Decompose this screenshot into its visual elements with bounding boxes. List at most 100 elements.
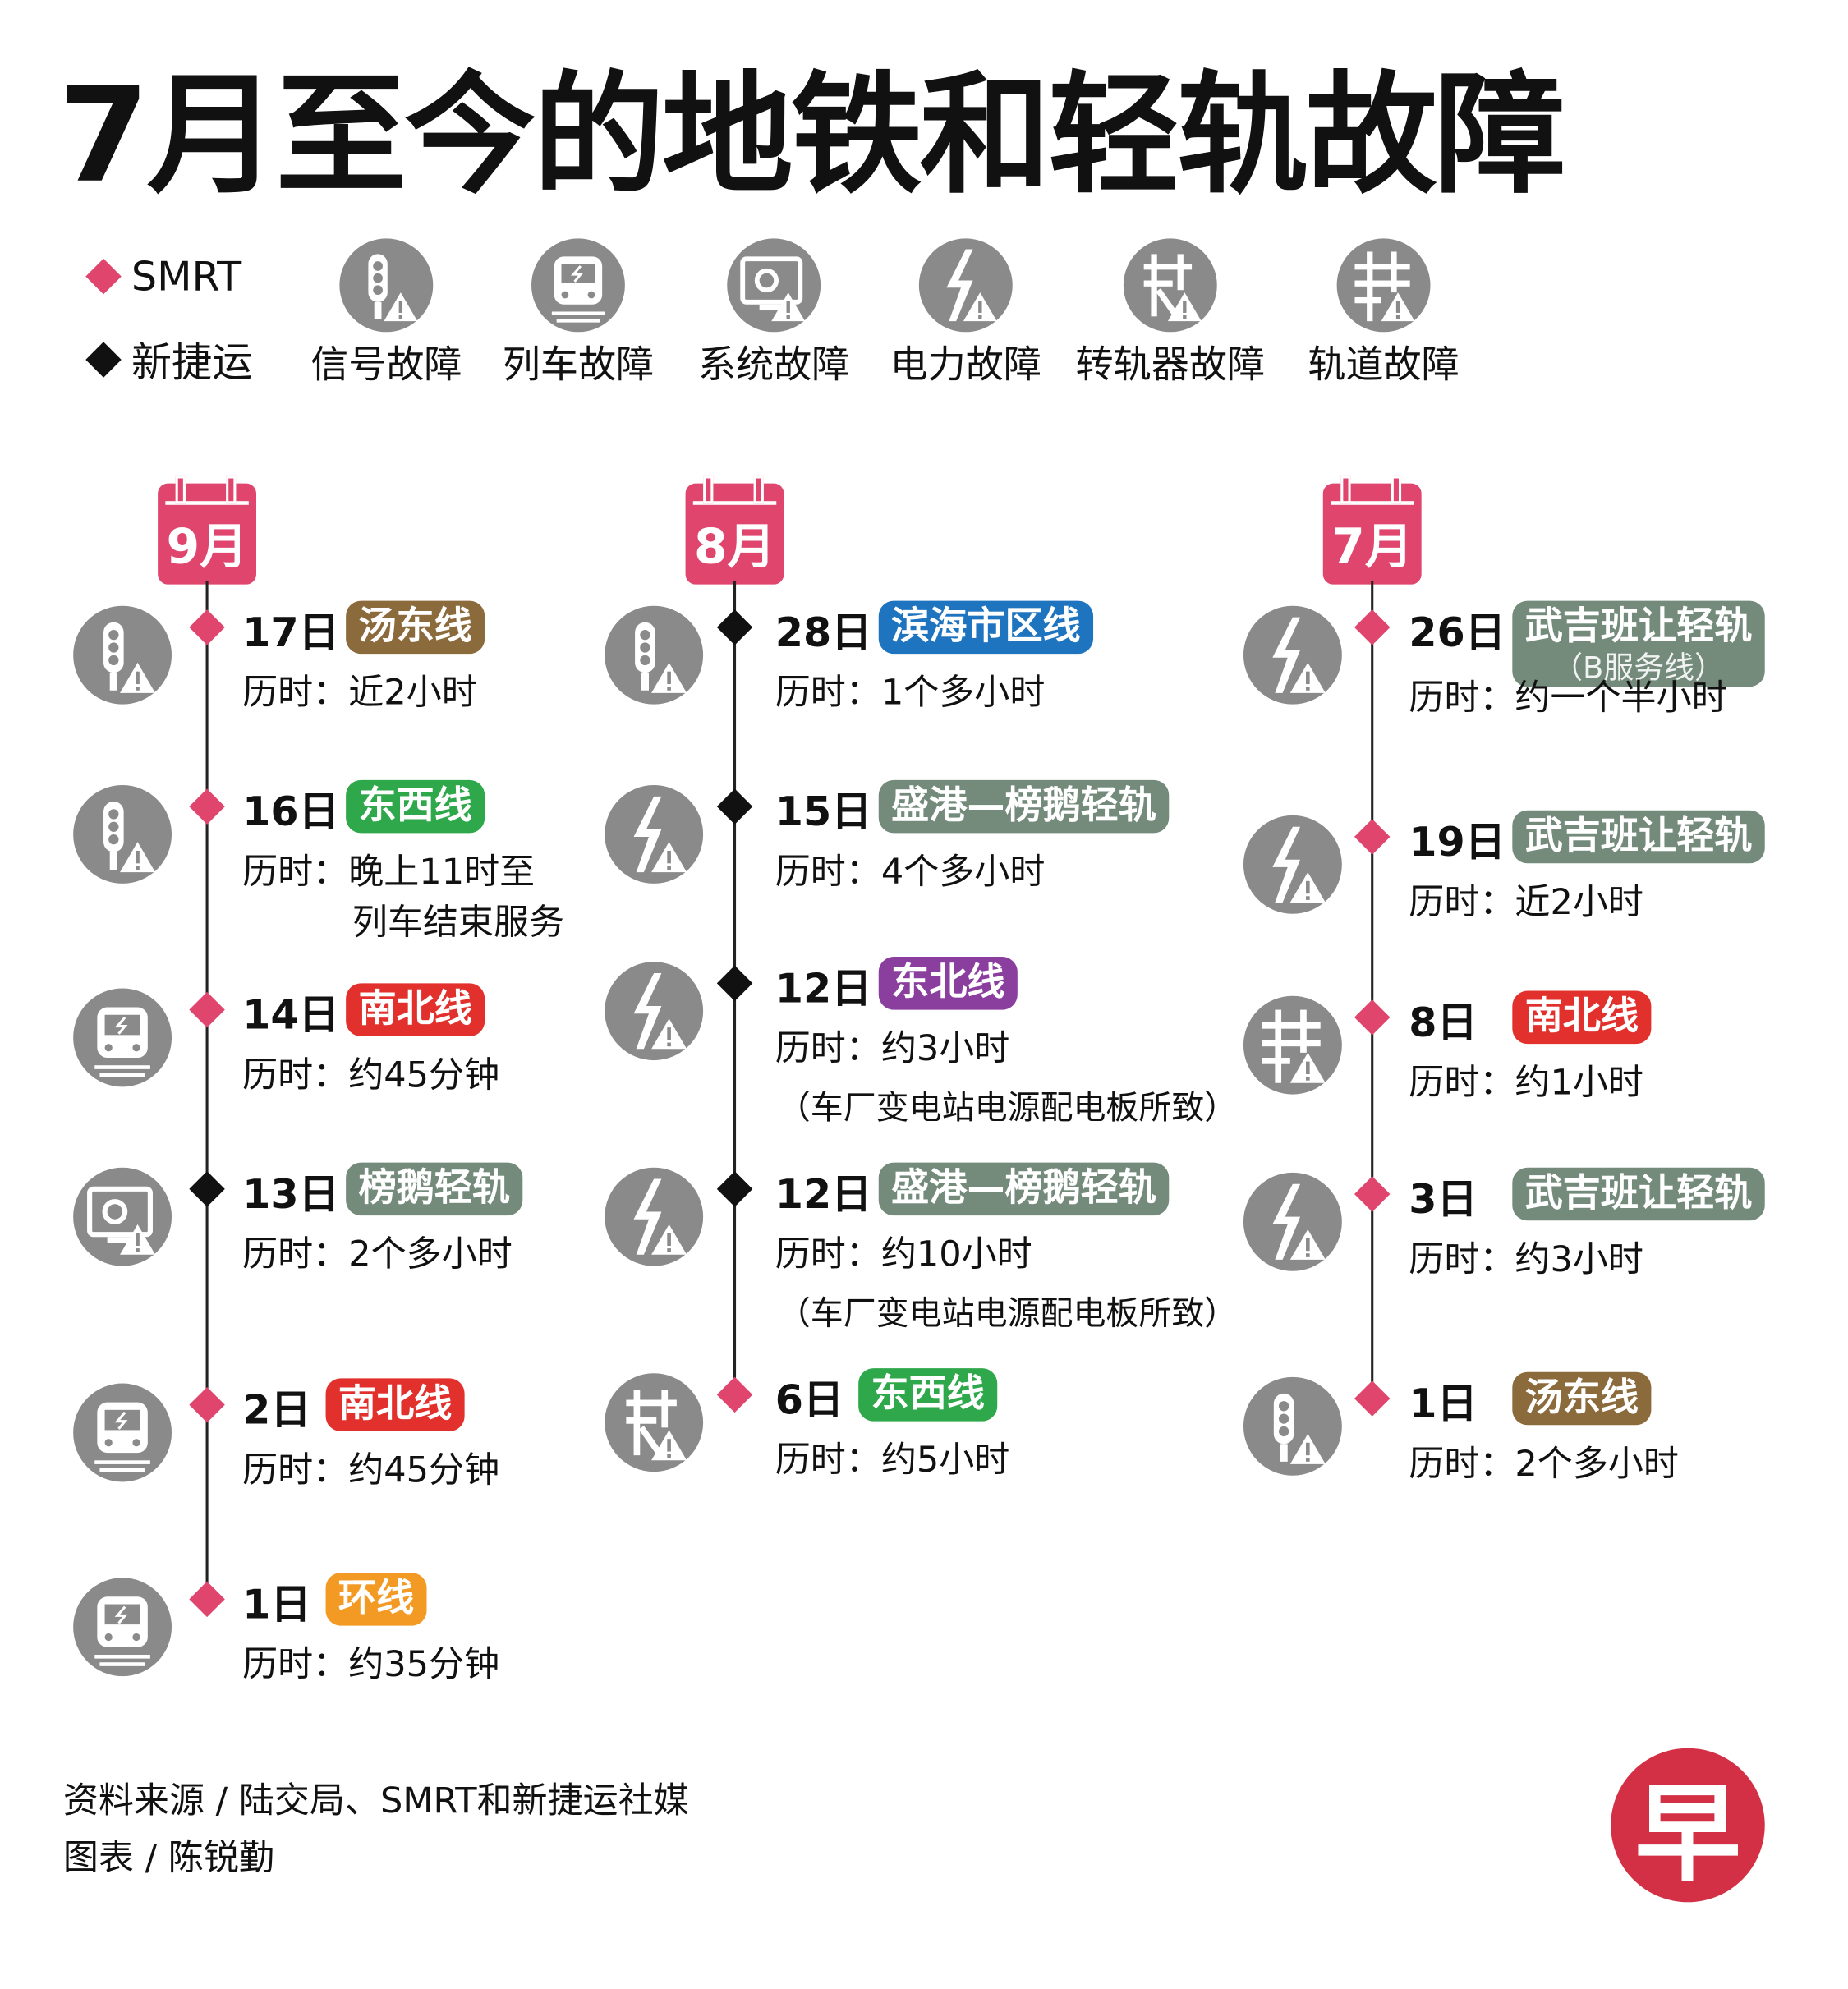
line-badge: 南北线 — [325, 1378, 465, 1431]
track-fault-icon — [1242, 994, 1343, 1100]
duration: 历时：约45分钟 — [242, 1050, 499, 1100]
duration-prefix: 历时： — [775, 1439, 881, 1481]
duration: 历时：晚上11时至 — [242, 847, 535, 897]
duration-prefix: 历时： — [1409, 1238, 1515, 1280]
duration-value: 约5小时 — [880, 1439, 1010, 1481]
operator-marker — [189, 609, 225, 645]
graphic-credit: 图表 / 陈锐勤 — [62, 1836, 274, 1879]
power-fault-icon — [604, 783, 705, 889]
incident-day: 3日 — [1409, 1174, 1478, 1224]
duration-value: 约3小时 — [1515, 1238, 1643, 1280]
power-fault-icon — [604, 961, 705, 1067]
line-badge: 盛港—榜鹅轻轨 — [878, 1162, 1170, 1216]
legend-sbs: 新捷运 — [85, 331, 252, 389]
operator-marker — [716, 609, 753, 645]
duration: 历时：2个多小时 — [1409, 1439, 1679, 1489]
legend-train-label: 列车故障 — [502, 343, 655, 388]
operator-marker — [189, 1171, 225, 1207]
power-fault-icon — [1242, 814, 1343, 920]
duration-prefix: 历时： — [1409, 880, 1515, 923]
calendar-1: 8月 — [685, 475, 784, 585]
duration: 历时：4个多小时 — [775, 847, 1046, 897]
line-badge: 南北线 — [1512, 990, 1652, 1045]
page-title: 7月至今的地铁和轻轨故障 — [57, 57, 1566, 213]
incident-day: 14日 — [242, 990, 339, 1039]
duration-prefix: 历时： — [242, 671, 349, 714]
duration-prefix: 历时： — [775, 671, 881, 714]
line-name: 武吉班让轻轨 — [1524, 604, 1753, 650]
line-name: 武吉班让轻轨 — [1524, 1171, 1753, 1216]
line-badge: 滨海市区线 — [878, 600, 1094, 655]
train-fault-icon — [72, 1382, 173, 1488]
calendar-2: 7月 — [1322, 475, 1422, 585]
month-label: 7月 — [1331, 518, 1414, 575]
line-badge: 南北线 — [346, 983, 485, 1036]
legend-train-icon — [531, 237, 627, 338]
duration-value: 约45分钟 — [348, 1449, 500, 1491]
duration: 历时：约1小时 — [1409, 1058, 1643, 1108]
legend-signal-label: 信号故障 — [310, 343, 462, 388]
duration-value: 约10小时 — [880, 1233, 1032, 1275]
source-credit: 资料来源 / 陆交局、SMRT和新捷运社媒 — [62, 1780, 689, 1821]
line-badge: 武吉班让轻轨 （B服务线） — [1512, 600, 1765, 687]
line-name: 东西线 — [358, 783, 472, 829]
duration-prefix: 历时： — [242, 1233, 349, 1275]
legend-system-icon — [726, 237, 822, 338]
incident-day: 12日 — [775, 1169, 872, 1219]
operator-marker — [716, 788, 753, 825]
incident-day: 12日 — [775, 964, 872, 1013]
signal-fault-icon — [1242, 1376, 1343, 1481]
operator-marker — [1354, 1176, 1391, 1212]
duration: 历时：约5小时 — [775, 1435, 1010, 1486]
line-badge: 东北线 — [878, 957, 1018, 1010]
line-name: 滨海市区线 — [891, 604, 1081, 650]
duration: 历时：约3小时 — [775, 1024, 1010, 1074]
line-badge: 武吉班让轻轨 — [1512, 1167, 1765, 1221]
incident-day: 19日 — [1409, 817, 1506, 866]
duration-value: 约3小时 — [880, 1027, 1010, 1069]
duration-prefix: 历时： — [242, 850, 349, 893]
duration: 历时：近2小时 — [1409, 877, 1643, 927]
incident-note: （车厂变电站电源配电板所致） — [777, 1089, 1238, 1128]
train-fault-icon — [72, 1577, 173, 1683]
line-name: 武吉班让轻轨 — [1524, 814, 1753, 859]
legend-power-icon — [917, 237, 1014, 338]
duration-value: 4个多小时 — [880, 850, 1046, 893]
signal-fault-icon — [72, 783, 173, 889]
duration-prefix: 历时： — [1409, 1442, 1515, 1485]
legend-track-icon — [1335, 237, 1432, 338]
operator-marker — [716, 965, 753, 1002]
power-fault-icon — [1242, 1171, 1343, 1277]
line-name: 东北线 — [891, 960, 1005, 1005]
line-name: 汤东线 — [1524, 1376, 1639, 1421]
line-badge: 武吉班让轻轨 — [1512, 810, 1765, 864]
line-badge: 环线 — [325, 1573, 427, 1626]
legend-smrt-label: SMRT — [131, 252, 242, 301]
duration-prefix: 历时： — [1409, 676, 1515, 719]
line-name: 盛港—榜鹅轻轨 — [891, 1166, 1156, 1210]
incident-day: 26日 — [1409, 608, 1506, 657]
duration-value: 近2小时 — [348, 671, 477, 714]
system-fault-icon — [72, 1166, 173, 1272]
legend-signal-icon — [338, 237, 434, 338]
signal-fault-icon — [604, 604, 705, 710]
operator-marker — [1354, 1380, 1391, 1417]
smrt-diamond-icon — [85, 258, 122, 295]
incident-day: 8日 — [1409, 998, 1478, 1047]
operator-marker — [1354, 999, 1391, 1036]
legend-track-label: 轨道故障 — [1308, 343, 1460, 388]
duration-prefix: 历时： — [775, 850, 881, 893]
duration: 历时：1个多小时 — [775, 668, 1046, 718]
incident-day: 16日 — [242, 788, 339, 836]
train-fault-icon — [72, 987, 173, 1093]
legend-power-label: 电力故障 — [890, 343, 1042, 388]
legend-switch-label: 转轨器故障 — [1075, 343, 1266, 388]
operator-marker — [1354, 609, 1391, 645]
incident-day: 1日 — [1409, 1379, 1478, 1428]
duration-value: 晚上11时至 — [348, 850, 536, 893]
line-name: 汤东线 — [358, 604, 472, 650]
line-name: 榜鹅轻轨 — [358, 1166, 510, 1210]
duration-cont: 列车结束服务 — [352, 901, 565, 944]
duration: 历时：约10小时 — [775, 1229, 1032, 1279]
duration: 历时：约3小时 — [1409, 1234, 1643, 1284]
